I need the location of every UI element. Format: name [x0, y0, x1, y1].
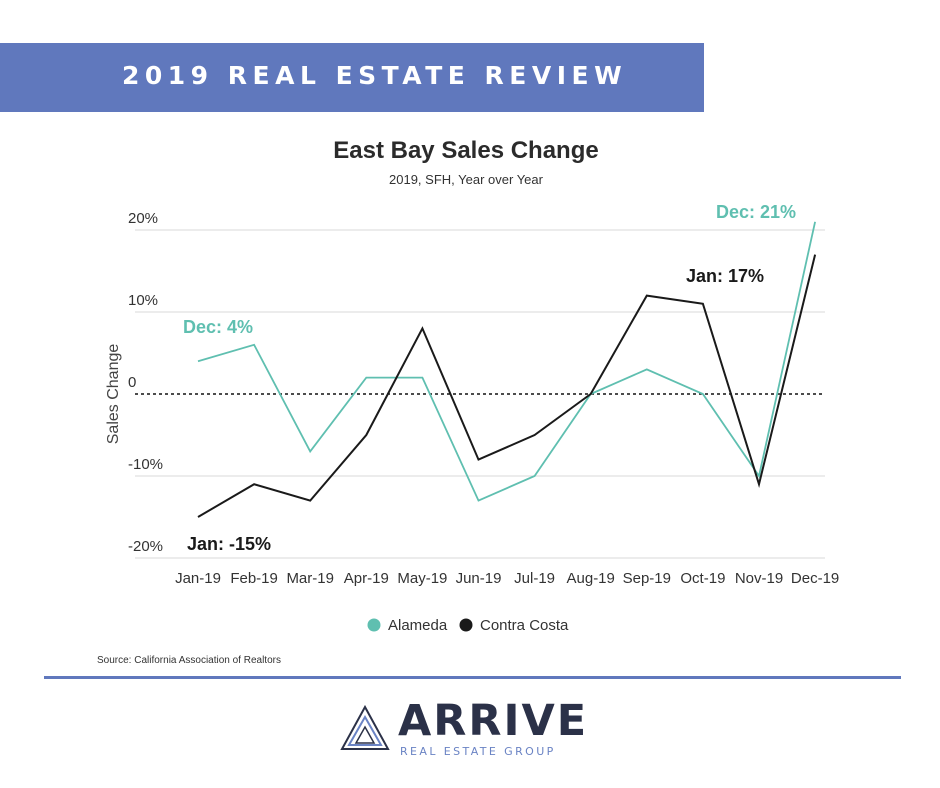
series-line-contra-costa: [197, 254, 817, 518]
logo-subtitle: REAL ESTATE GROUP: [400, 745, 556, 758]
logo-wordmark: ARRIVE: [398, 696, 589, 746]
x-tick-label: Mar-19: [286, 570, 334, 587]
legend-label: Alameda: [388, 617, 448, 634]
legend-marker: [367, 618, 381, 632]
triangle-logo-icon: [340, 705, 390, 750]
source-note: Source: California Association of Realto…: [97, 655, 281, 666]
legend-marker: [459, 618, 473, 632]
x-tick-label: Jun-19: [456, 570, 502, 587]
annotation-label: Dec: 21%: [716, 202, 796, 222]
series-line-alameda: [197, 221, 816, 502]
chart-subtitle: 2019, SFH, Year over Year: [389, 172, 544, 187]
x-tick-label: Jul-19: [514, 570, 555, 587]
y-tick-label: 20%: [128, 210, 158, 227]
y-tick-label: 10%: [128, 292, 158, 309]
annotation-label: Dec: 4%: [183, 317, 253, 337]
y-tick-label: -20%: [128, 538, 163, 555]
x-tick-label: Feb-19: [230, 570, 278, 587]
chart-title: East Bay Sales Change: [333, 137, 598, 164]
y-tick-label: -10%: [128, 456, 163, 473]
y-tick-label: 0: [128, 374, 136, 391]
header-banner: 2019 REAL ESTATE REVIEW: [0, 43, 704, 112]
x-tick-label: Sep-19: [623, 570, 671, 587]
x-tick-label: Aug-19: [567, 570, 615, 587]
x-tick-label: May-19: [397, 570, 447, 587]
x-tick-label: Apr-19: [344, 570, 389, 587]
x-tick-label: Dec-19: [791, 570, 839, 587]
footer-divider: [44, 676, 901, 679]
arrive-logo: ARRIVE REAL ESTATE GROUP: [340, 696, 610, 763]
page-title: 2019 REAL ESTATE REVIEW: [122, 61, 628, 90]
x-tick-label: Jan-19: [175, 570, 221, 587]
legend-label: Contra Costa: [480, 617, 569, 634]
x-tick-label: Nov-19: [735, 570, 783, 587]
annotation-label: Jan: -15%: [187, 534, 271, 554]
sales-change-chart: East Bay Sales Change 2019, SFH, Year ove…: [105, 137, 839, 634]
y-axis-label: Sales Change: [105, 344, 122, 445]
annotation-label: Jan: 17%: [686, 266, 764, 286]
x-tick-label: Oct-19: [680, 570, 725, 587]
